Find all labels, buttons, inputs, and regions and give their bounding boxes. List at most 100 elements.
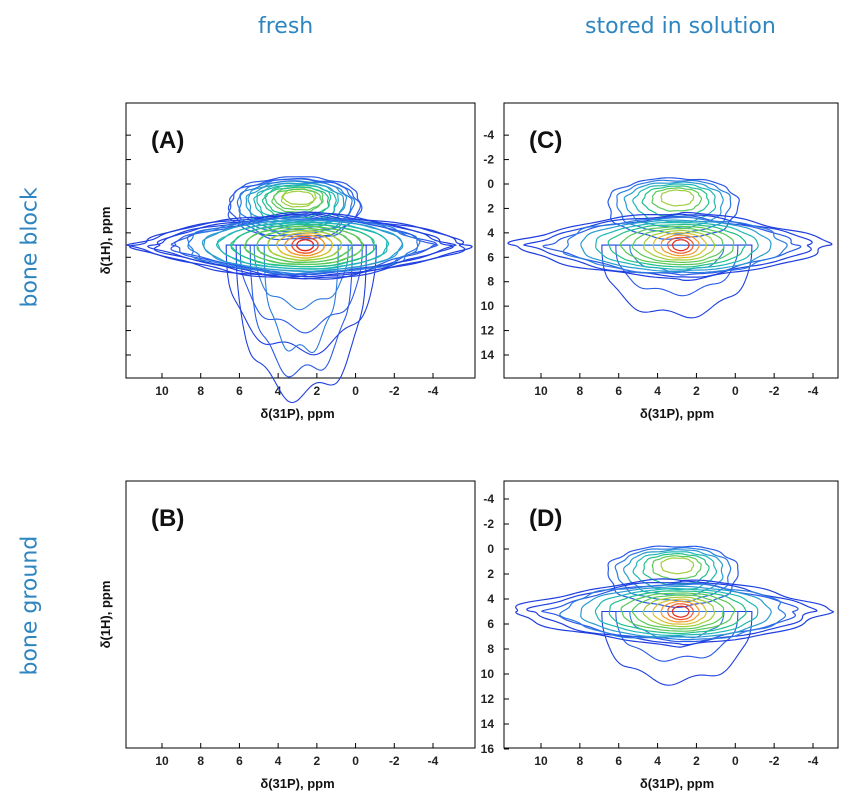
contour-secondary (660, 557, 695, 575)
contour-main (267, 229, 342, 261)
contour-main (652, 598, 707, 625)
y-tick-label: -4 (483, 128, 494, 142)
x-tick-label: 4 (275, 384, 282, 398)
contour-tail (249, 244, 353, 378)
y-tick-label: 12 (481, 324, 495, 338)
contour-main (619, 225, 735, 266)
contour-main (291, 236, 319, 254)
contour-main (660, 600, 700, 623)
contour-main (667, 236, 694, 254)
contour-main (631, 227, 725, 263)
y-tick-label: 4 (487, 226, 494, 240)
contour-secondary (607, 545, 739, 609)
contour-tail (235, 244, 367, 404)
contour-main (515, 578, 835, 648)
y-tick-label: 14 (481, 348, 495, 362)
contour-main (284, 234, 326, 257)
y-tick-label: 6 (487, 617, 494, 631)
contour-main (125, 211, 466, 280)
x-tick-label: 0 (352, 754, 359, 768)
x-tick-label: 8 (577, 754, 584, 768)
contour-secondary (660, 189, 695, 207)
column-header-stored: stored in solution (585, 14, 776, 39)
x-tick-label: 10 (534, 754, 548, 768)
y-tick-label: -2 (483, 153, 494, 167)
plot-frame (125, 102, 476, 379)
contour-secondary (607, 177, 740, 240)
x-tick-label: 0 (732, 754, 739, 768)
contour-secondary (651, 187, 702, 212)
x-tick-label: 10 (155, 754, 169, 768)
x-tick-label: 6 (236, 384, 243, 398)
y-tick-label: 4 (487, 592, 494, 606)
x-tick-label: -2 (769, 754, 780, 768)
contour-main (620, 592, 736, 632)
contour-secondary (280, 190, 315, 208)
x-tick-label: -2 (769, 384, 780, 398)
x-tick-label: 10 (534, 384, 548, 398)
x-tick-label: 6 (236, 754, 243, 768)
contour-main (562, 216, 788, 274)
y-tick-label: 2 (487, 201, 494, 215)
contour-main (607, 223, 747, 268)
contour-main (671, 239, 690, 252)
x-axis-title: δ(31P), ppm (640, 776, 714, 791)
contour-secondary (651, 555, 702, 580)
x-tick-label: 0 (352, 384, 359, 398)
contour-plot (125, 178, 466, 404)
contour-tail (601, 244, 753, 319)
y-tick-label: -4 (483, 492, 494, 506)
panel-label: (C) (529, 127, 562, 154)
x-axis-title: δ(31P), ppm (260, 406, 334, 421)
y-tick-label: 10 (481, 299, 495, 313)
contour-main (296, 239, 315, 252)
contour-main (660, 234, 700, 257)
panel-label: (A) (151, 127, 184, 154)
contour-main (230, 223, 375, 268)
contour-main (595, 222, 759, 270)
contour-tail (263, 244, 339, 354)
y-tick-label: -2 (483, 517, 494, 531)
x-tick-label: -4 (428, 754, 439, 768)
y-tick-label: 8 (487, 642, 494, 656)
contour-secondary (227, 178, 362, 241)
contour-main (594, 587, 759, 636)
panel-d: (D) 10 8 6 4 2 0 -2 -4 -4 -2 0 2 4 6 8 10 12 14 16 δ(31P), p… (481, 480, 839, 791)
x-tick-label: 0 (732, 384, 739, 398)
y-tick-label: 14 (481, 717, 495, 731)
contour-tail (225, 244, 377, 356)
y-tick-label: 8 (487, 275, 494, 289)
contour-secondary (271, 188, 323, 213)
contour-secondary (261, 186, 330, 219)
panel-label: (B) (151, 505, 184, 532)
contour-secondary (614, 547, 732, 603)
contour-main (187, 216, 421, 275)
contour-main (276, 232, 334, 259)
contour-tail (601, 610, 753, 686)
x-tick-label: 6 (615, 384, 622, 398)
x-tick-label: -4 (808, 384, 819, 398)
x-tick-label: 8 (197, 384, 204, 398)
plot-frame (503, 480, 839, 749)
contour-main (216, 221, 389, 270)
plot-frame (503, 102, 839, 379)
y-tick-label: 0 (487, 177, 494, 191)
y-axis-title: δ(1H), ppm (98, 581, 113, 649)
x-tick-label: -4 (808, 754, 819, 768)
y-tick-label: 0 (487, 542, 494, 556)
x-tick-label: 2 (693, 754, 700, 768)
x-tick-label: 8 (577, 384, 584, 398)
x-axis-title: δ(31P), ppm (640, 406, 714, 421)
contour-main (652, 232, 707, 259)
x-tick-label: 4 (275, 754, 282, 768)
contour-main (631, 594, 725, 630)
x-tick-label: 6 (615, 754, 622, 768)
plot-frame (125, 480, 476, 749)
contour-main (559, 583, 786, 641)
x-tick-label: -2 (389, 384, 400, 398)
panel-b: (B) 10 8 6 4 2 0 -2 -4 δ(31P), ppm δ(1H), ppm (98, 178, 476, 791)
contour-main (671, 605, 690, 618)
contour-main (580, 585, 772, 638)
contour-main (608, 590, 747, 635)
